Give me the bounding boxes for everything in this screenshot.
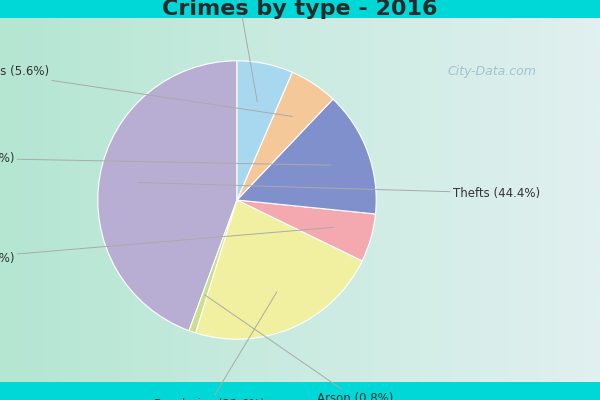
Wedge shape: [98, 61, 237, 331]
Wedge shape: [189, 200, 237, 333]
Text: City-Data.com: City-Data.com: [448, 66, 536, 78]
Text: Rapes (6.5%): Rapes (6.5%): [197, 0, 277, 102]
Text: Crimes by type - 2016: Crimes by type - 2016: [162, 0, 438, 19]
Text: Thefts (44.4%): Thefts (44.4%): [139, 182, 540, 200]
Text: Auto thefts (5.6%): Auto thefts (5.6%): [0, 66, 292, 116]
Wedge shape: [237, 99, 376, 214]
Text: Assaults (14.5%): Assaults (14.5%): [0, 152, 331, 165]
Wedge shape: [237, 200, 376, 261]
Text: Arson (0.8%): Arson (0.8%): [205, 295, 394, 400]
Wedge shape: [237, 72, 333, 200]
Wedge shape: [237, 61, 292, 200]
Text: Burglaries (22.6%): Burglaries (22.6%): [154, 292, 277, 400]
Wedge shape: [196, 200, 362, 339]
Text: Robberies (5.6%): Robberies (5.6%): [0, 227, 334, 265]
